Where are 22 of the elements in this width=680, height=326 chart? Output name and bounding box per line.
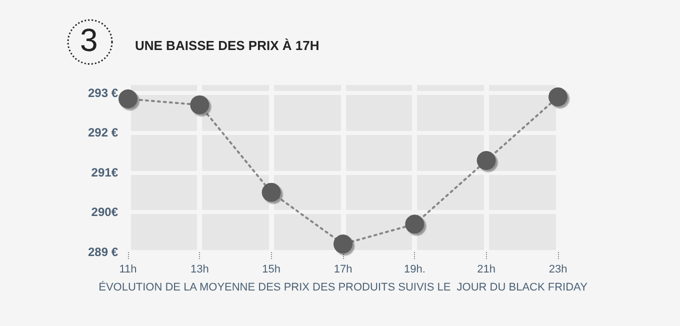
y-tick-label: 290€: [91, 205, 118, 220]
y-tick-label: 293 €: [88, 86, 118, 100]
point: [405, 214, 424, 234]
point: [190, 95, 210, 114]
x-axis-title: ÉVOLUTION DE LA MOYENNE DES PRIX DES PRODUITS SUIVIS LE JOUR DU BLACK FRIDAY: [98, 280, 588, 294]
y-tick-label: 291€: [91, 165, 118, 180]
x-tick-label: 17h: [334, 264, 352, 276]
x-tick-label: 13h: [190, 264, 209, 276]
x-tick-label: 23h: [548, 264, 568, 276]
text: 3: [80, 22, 98, 58]
x-tick-label: 11h: [119, 264, 137, 276]
chart-title: UNE BAISSE DES PRIX À 17H: [135, 38, 320, 53]
point: [548, 87, 568, 106]
y-tick-label: 289 €: [88, 245, 118, 259]
x-tick-label: 19h.: [404, 264, 426, 276]
x-tick-label: 15h: [262, 264, 281, 276]
point: [262, 182, 281, 202]
point: [476, 151, 496, 170]
point: [334, 234, 352, 254]
point: [118, 89, 138, 108]
x-tick-label: 21h: [477, 264, 496, 276]
y-tick-label: 292 €: [88, 126, 118, 140]
